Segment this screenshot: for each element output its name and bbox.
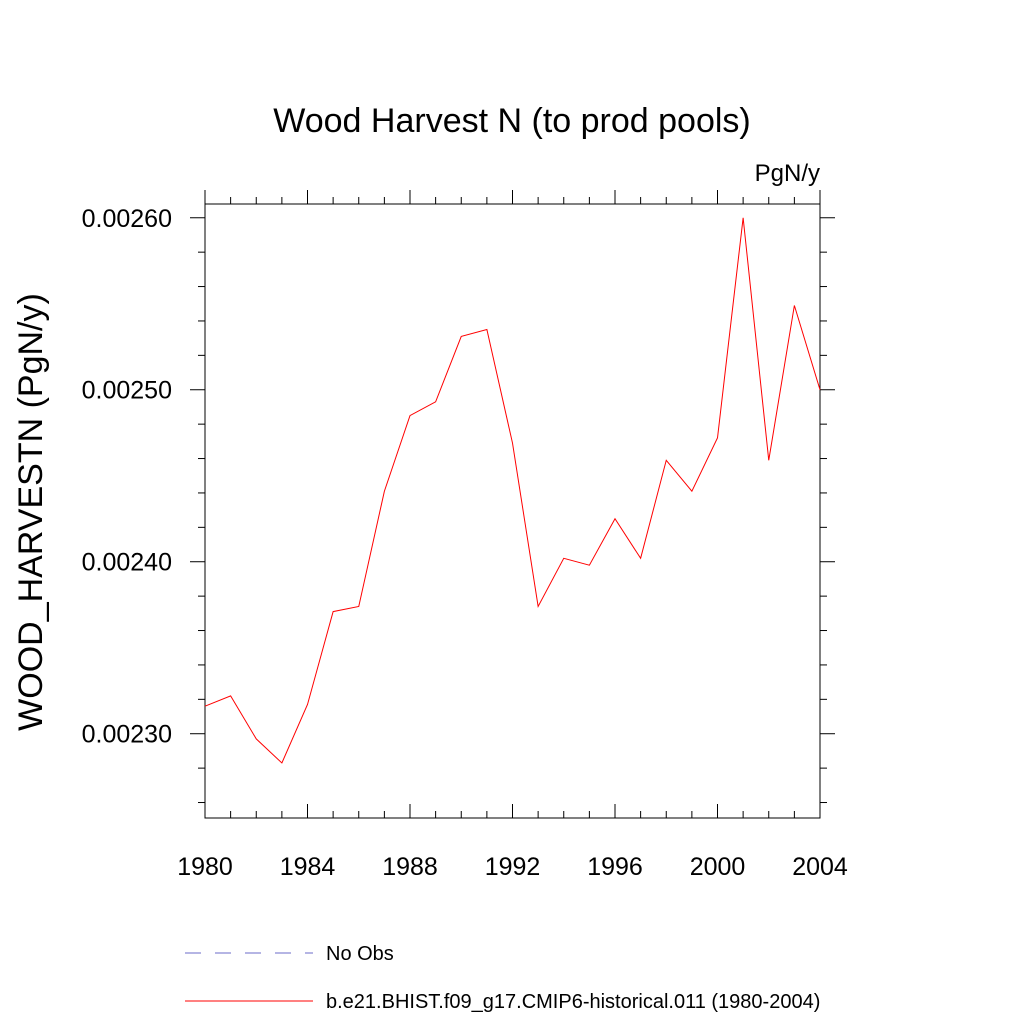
x-tick-label: 1992: [485, 853, 541, 881]
units-label: PgN/y: [755, 160, 820, 187]
y-tick-label: 0.00250: [82, 377, 172, 405]
chart-title: Wood Harvest N (to prod pools): [273, 102, 750, 140]
x-tick-label: 1984: [280, 853, 336, 881]
data-lines: [204, 217, 821, 764]
y-tick-label: 0.00260: [82, 205, 172, 233]
x-tick-label: 2000: [690, 853, 746, 881]
y-tick-label: 0.00240: [82, 549, 172, 577]
legend-label-no-obs: No Obs: [326, 943, 394, 965]
y-axis-label: WOOD_HARVESTN (PgN/y): [12, 293, 50, 731]
x-tick-label: 1988: [382, 853, 438, 881]
legend-label-model-run: b.e21.BHIST.f09_g17.CMIP6-historical.011…: [326, 991, 820, 1013]
x-tick-label: 1996: [587, 853, 643, 881]
x-tick-label: 1980: [177, 853, 233, 881]
x-tick-label: 2004: [792, 853, 848, 881]
axis-ticks: [190, 190, 835, 818]
series-line-1: [204, 217, 821, 764]
axis-tick-labels: 1980 1984 1988 1992 1996 2000 2004 0.00230 0.002…: [82, 205, 848, 881]
legend: No Obs b.e21.BHIST.f09_g17.CMIP6-histori…: [185, 943, 820, 1013]
y-tick-label: 0.00230: [82, 721, 172, 749]
plot-frame: [204, 203, 821, 819]
